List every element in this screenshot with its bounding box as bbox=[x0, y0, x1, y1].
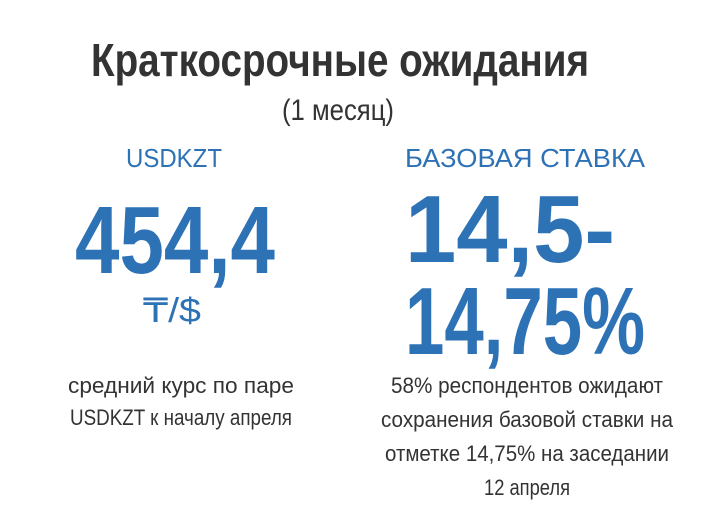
left-label: USDKZT bbox=[126, 143, 222, 173]
description-line: средний курс по паре bbox=[68, 373, 294, 398]
right-label: БАЗОВАЯ СТАВКА bbox=[405, 143, 646, 173]
value-line: 14,5- bbox=[405, 176, 615, 283]
right-value: 14,5-14,75% bbox=[405, 176, 645, 375]
description-line: 12 апреля bbox=[484, 475, 570, 500]
left-description: средний курс по паре USDKZT к началу апре… bbox=[68, 373, 294, 430]
description-line: сохранения базовой ставки на bbox=[381, 407, 674, 432]
value-line: 14,75% bbox=[405, 268, 645, 375]
title: Краткосрочные ожидания bbox=[91, 34, 589, 86]
description-line: USDKZT к началу апреля bbox=[70, 405, 292, 430]
description-line: отметке 14,75% на заседании bbox=[385, 441, 669, 466]
left-value: 454,4 bbox=[75, 187, 275, 294]
left-unit: ₸/$ bbox=[143, 292, 201, 330]
description-line: 58% респондентов ожидают bbox=[391, 373, 663, 398]
right-description: 58% респондентов ожидают сохранения базов… bbox=[381, 373, 674, 500]
subtitle: (1 месяц) bbox=[282, 94, 394, 127]
